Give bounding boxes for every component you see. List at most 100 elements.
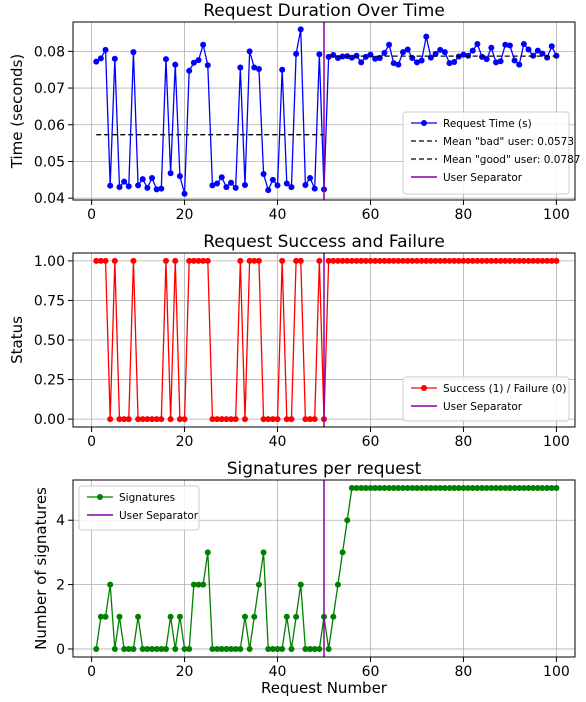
- data-point: [209, 645, 216, 652]
- data-point: [269, 416, 276, 423]
- data-point: [232, 184, 239, 191]
- data-point: [130, 49, 137, 56]
- data-point: [297, 581, 304, 588]
- data-point: [153, 416, 160, 423]
- data-point: [255, 581, 262, 588]
- data-point: [149, 416, 156, 423]
- data-point: [423, 33, 430, 40]
- data-point: [274, 416, 281, 423]
- data-point: [279, 645, 286, 652]
- data-point: [520, 257, 527, 264]
- data-point: [218, 645, 225, 652]
- data-point: [316, 51, 323, 58]
- data-point: [520, 41, 527, 48]
- data-point: [121, 178, 128, 185]
- data-point: [325, 53, 332, 60]
- data-point: [241, 416, 248, 423]
- data-point: [223, 645, 230, 652]
- data-point: [288, 645, 295, 652]
- data-point: [232, 645, 239, 652]
- data-point: [539, 50, 546, 57]
- data-point: [548, 43, 555, 50]
- y-tick-label: 0.00: [34, 412, 65, 428]
- data-point: [260, 170, 267, 177]
- y-tick-label: 0.08: [34, 44, 65, 60]
- data-point: [167, 613, 174, 620]
- data-point: [316, 645, 323, 652]
- data-point: [432, 485, 439, 492]
- data-point: [153, 186, 160, 193]
- data-point: [302, 181, 309, 188]
- data-point: [111, 257, 118, 264]
- data-point: [502, 41, 509, 48]
- data-point: [390, 485, 397, 492]
- data-point: [437, 485, 444, 492]
- data-point: [209, 416, 216, 423]
- data-point: [339, 549, 346, 556]
- data-point: [511, 57, 518, 64]
- data-point: [423, 485, 430, 492]
- data-point: [539, 485, 546, 492]
- data-point: [181, 416, 188, 423]
- x-tick-label: 0: [87, 207, 96, 223]
- data-point: [432, 257, 439, 264]
- y-tick-label: 0.25: [34, 373, 65, 389]
- x-tick-label: 0: [87, 434, 96, 450]
- data-point: [172, 645, 179, 652]
- data-point: [111, 55, 118, 62]
- data-point: [204, 62, 211, 69]
- data-point: [135, 182, 142, 189]
- y-tick-label: 0.04: [34, 191, 65, 207]
- data-point: [195, 57, 202, 64]
- data-point: [279, 257, 286, 264]
- data-point: [255, 257, 262, 264]
- data-point: [237, 645, 244, 652]
- data-point: [534, 485, 541, 492]
- data-point: [344, 257, 351, 264]
- legend-marker: [97, 494, 103, 500]
- data-point: [455, 485, 462, 492]
- data-point: [386, 41, 393, 48]
- data-point: [455, 257, 462, 264]
- data-point: [93, 58, 100, 65]
- data-point: [469, 47, 476, 54]
- x-tick-label: 60: [362, 664, 380, 680]
- x-tick-label: 40: [269, 664, 287, 680]
- plot-frame: [72, 21, 576, 201]
- data-point: [283, 416, 290, 423]
- data-point: [232, 416, 239, 423]
- data-point: [265, 187, 272, 194]
- data-point: [488, 485, 495, 492]
- y-tick-label: 0.06: [34, 118, 65, 134]
- data-point: [506, 42, 513, 49]
- data-point: [241, 613, 248, 620]
- data-point: [135, 613, 142, 620]
- data-point: [125, 416, 132, 423]
- data-point: [288, 416, 295, 423]
- data-point: [144, 416, 151, 423]
- data-point: [195, 581, 202, 588]
- data-point: [441, 257, 448, 264]
- data-point: [553, 485, 560, 492]
- data-point: [274, 182, 281, 189]
- legend-marker: [421, 120, 427, 126]
- data-point: [497, 58, 504, 65]
- data-point: [186, 645, 193, 652]
- data-point: [409, 257, 416, 264]
- data-point: [158, 185, 165, 192]
- data-point: [176, 613, 183, 620]
- data-point: [139, 416, 146, 423]
- data-point: [469, 485, 476, 492]
- data-point: [395, 61, 402, 68]
- data-point: [530, 257, 537, 264]
- data-point: [423, 257, 430, 264]
- data-point: [167, 416, 174, 423]
- data-point: [293, 257, 300, 264]
- data-point: [153, 645, 160, 652]
- data-point: [246, 48, 253, 55]
- data-point: [516, 61, 523, 68]
- data-point: [149, 645, 156, 652]
- data-point: [176, 173, 183, 180]
- data-point: [214, 416, 221, 423]
- series-0: [93, 257, 560, 423]
